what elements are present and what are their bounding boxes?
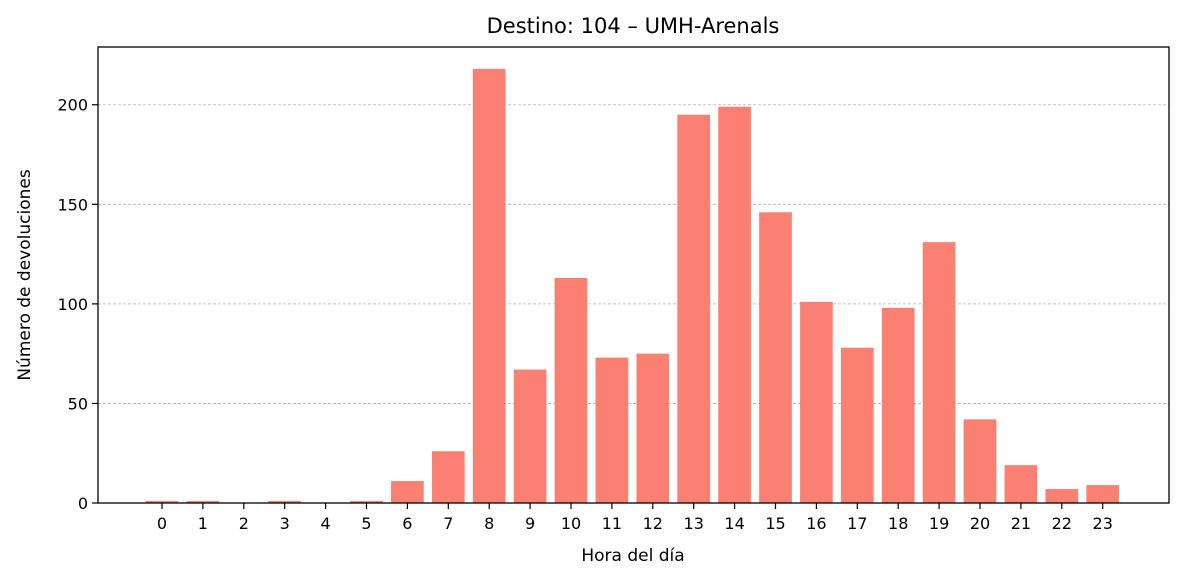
x-tick-label: 13 <box>684 514 704 533</box>
y-tick-label: 200 <box>57 96 88 115</box>
x-tick-label: 6 <box>402 514 412 533</box>
bar-hour-17 <box>840 347 874 503</box>
y-axis-label: Número de devoluciones <box>15 169 35 380</box>
bar-hour-14 <box>718 106 751 504</box>
y-tick-label: 0 <box>78 494 88 513</box>
y-tick-label: 150 <box>57 195 88 214</box>
bar-hour-12 <box>636 353 670 503</box>
x-tick-label: 9 <box>525 514 535 533</box>
bar-hour-13 <box>677 114 711 503</box>
bar-hour-20 <box>963 419 997 503</box>
bars <box>145 68 1120 504</box>
grid-lines <box>98 104 1169 404</box>
bar-hour-8 <box>472 68 506 503</box>
x-tick-label: 21 <box>1011 514 1031 533</box>
bar-hour-11 <box>595 357 629 503</box>
x-tick-label: 4 <box>321 514 331 533</box>
x-tick-label: 8 <box>484 514 494 533</box>
x-tick-label: 1 <box>198 514 208 533</box>
bar-hour-1 <box>186 501 220 503</box>
bar-hour-23 <box>1086 485 1120 503</box>
x-tick-label: 17 <box>847 514 867 533</box>
x-tick-label: 10 <box>561 514 581 533</box>
bar-hour-5 <box>350 501 383 503</box>
bar-hour-16 <box>800 301 833 503</box>
bar-hour-6 <box>391 481 424 503</box>
x-tick-label: 5 <box>361 514 371 533</box>
x-axis-label: Hora del día <box>581 546 684 566</box>
x-tick-label: 12 <box>643 514 663 533</box>
bar-hour-15 <box>759 212 792 503</box>
x-tick-label: 23 <box>1093 514 1113 533</box>
x-tick-label: 2 <box>239 514 249 533</box>
x-tick-label: 11 <box>602 514 622 533</box>
x-tick-label: 14 <box>724 514 744 533</box>
bar-hour-18 <box>881 307 915 503</box>
x-tick-label: 7 <box>443 514 453 533</box>
bar-hour-22 <box>1045 489 1079 503</box>
x-tick-label: 16 <box>806 514 826 533</box>
bar-hour-19 <box>922 242 956 503</box>
y-tick-label: 50 <box>68 394 88 413</box>
x-tick-label: 19 <box>929 514 949 533</box>
x-tick-label: 3 <box>280 514 290 533</box>
bar-hour-3 <box>268 501 302 503</box>
bar-hour-9 <box>513 369 547 503</box>
bar-hour-10 <box>554 277 588 503</box>
bar-hour-0 <box>145 501 179 503</box>
x-tick-label: 20 <box>970 514 990 533</box>
chart-title: Destino: 104 – UMH-Arenals <box>487 14 780 38</box>
x-tick-label: 15 <box>765 514 785 533</box>
y-axis-ticks: 0 50 100 150 200 <box>57 96 98 513</box>
x-axis-ticks: 0 1 2 3 4 5 6 7 8 9 10 11 12 13 14 15 16 17 18 19 20 21 22 23 <box>157 503 1113 533</box>
y-tick-label: 100 <box>57 295 88 314</box>
x-tick-label: 0 <box>157 514 167 533</box>
bar-hour-21 <box>1004 465 1038 503</box>
plot-frame <box>97 46 1170 504</box>
x-tick-label: 22 <box>1052 514 1072 533</box>
x-tick-label: 18 <box>888 514 908 533</box>
bar-hour-7 <box>431 451 465 503</box>
